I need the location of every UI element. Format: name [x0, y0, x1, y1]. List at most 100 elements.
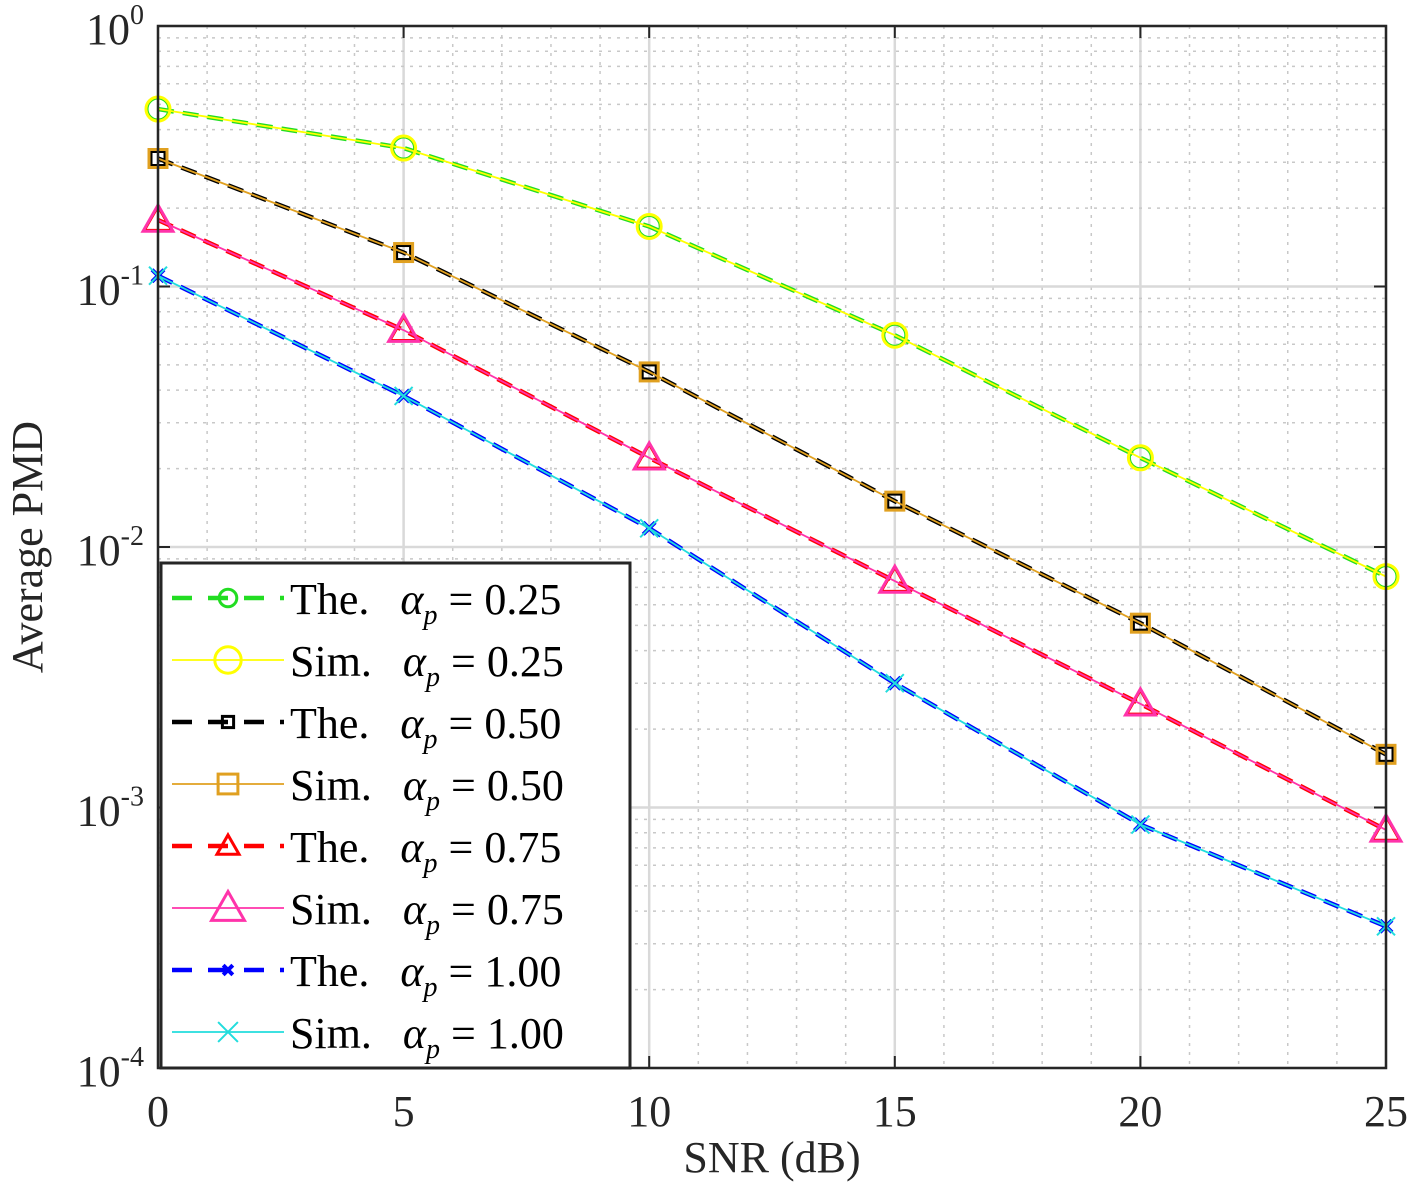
- legend-label-type: The.: [290, 699, 380, 748]
- y-tick-label: 10-2: [77, 521, 144, 575]
- legend-marker-sample: [221, 963, 235, 977]
- legend-label: The. αp = 0.50: [290, 699, 561, 755]
- data-point: [886, 492, 904, 510]
- y-axis-label: Average PMD: [3, 421, 52, 673]
- y-tick-exponent: -3: [121, 782, 144, 813]
- data-point: [1130, 814, 1151, 835]
- data-point: [1122, 685, 1158, 717]
- data-point: [635, 212, 663, 240]
- data-point: [1129, 612, 1151, 634]
- legend-entry: Sim. αp = 1.00: [172, 1009, 564, 1065]
- legend-marker-sample: [220, 714, 236, 730]
- legend-label-value: = 1.00: [438, 947, 562, 996]
- legend-label-value: = 0.50: [438, 699, 562, 748]
- legend-label-value: = 0.25: [438, 575, 562, 624]
- legend-label: Sim. αp = 0.75: [290, 885, 564, 941]
- y-tick-exponent: -4: [121, 1042, 144, 1073]
- data-point: [885, 673, 905, 693]
- series-line: [157, 108, 1387, 578]
- legend-label-symbol: α: [403, 885, 427, 934]
- legend-entry: Sim. αp = 0.50: [172, 761, 564, 817]
- y-tick-exponent: -2: [121, 521, 144, 552]
- legend-label-type: Sim.: [290, 761, 383, 810]
- legend-label-symbol: α: [400, 947, 424, 996]
- legend-label: The. αp = 1.00: [290, 947, 561, 1003]
- legend-entry: The. αp = 0.50: [172, 699, 561, 755]
- series-line: [157, 219, 1387, 831]
- legend-label-symbol: α: [400, 823, 424, 872]
- legend-marker-sample: [213, 645, 243, 675]
- grid: [156, 24, 1388, 1070]
- legend-marker-sample: [217, 587, 239, 609]
- x-tick-label: 5: [393, 1087, 415, 1136]
- legend-label-type: Sim.: [290, 885, 383, 934]
- legend-label-symbol: α: [403, 637, 427, 686]
- data-point: [395, 244, 413, 262]
- data-point: [386, 312, 422, 343]
- legend-label: The. αp = 0.25: [290, 575, 561, 631]
- legend-label: Sim. αp = 0.25: [290, 637, 564, 693]
- legend-label-type: The.: [290, 575, 380, 624]
- data-point: [1126, 444, 1154, 472]
- legend-label-subscript: p: [422, 600, 438, 631]
- legend-label-subscript: p: [424, 1034, 440, 1065]
- legend-marker-sample: [214, 831, 242, 856]
- legend-label: Sim. αp = 1.00: [290, 1009, 564, 1065]
- y-tick-exponent: 0: [130, 0, 144, 31]
- legend-entry: The. αp = 0.25: [172, 575, 561, 631]
- series-simulation-alpha-0.50: [147, 148, 1397, 765]
- legend-label-subscript: p: [422, 972, 438, 1003]
- x-axis-label: SNR (dB): [683, 1133, 860, 1182]
- y-tick-exponent: -1: [121, 261, 144, 292]
- legend-entry: Sim. αp = 0.75: [172, 885, 564, 941]
- data-point: [631, 439, 667, 471]
- data-point: [639, 518, 659, 538]
- legend-label-symbol: α: [403, 761, 427, 810]
- legend-entry: Sim. αp = 0.25: [172, 637, 564, 693]
- series-line: [157, 274, 1387, 928]
- legend-label-value: = 0.75: [440, 885, 564, 934]
- legend-entry: The. αp = 1.00: [172, 947, 561, 1003]
- legend-label: Sim. αp = 0.50: [290, 761, 564, 817]
- legend-entry: The. αp = 0.75: [172, 823, 561, 879]
- legend-label-type: The.: [290, 823, 380, 872]
- legend-label-symbol: α: [400, 575, 424, 624]
- x-tick-label: 15: [873, 1087, 917, 1136]
- legend-label-subscript: p: [424, 662, 440, 693]
- legend-box: [159, 561, 632, 1070]
- x-tick-label: 10: [627, 1087, 671, 1136]
- legend-label-value: = 0.75: [438, 823, 562, 872]
- data-point: [1131, 614, 1149, 632]
- x-tick-label: 20: [1118, 1087, 1162, 1136]
- legend-label-subscript: p: [424, 910, 440, 941]
- legend-label-subscript: p: [422, 848, 438, 879]
- data-point: [881, 321, 909, 349]
- legend-marker-sample: [217, 1021, 239, 1043]
- legend-label-value: = 1.00: [440, 1009, 564, 1058]
- data-point: [884, 490, 906, 512]
- legend-label: The. αp = 0.75: [290, 823, 561, 879]
- legend-label-value: = 0.25: [440, 637, 564, 686]
- data-point: [390, 134, 418, 162]
- data-point: [393, 242, 415, 264]
- x-tick-label: 25: [1364, 1087, 1408, 1136]
- legend-label-type: The.: [290, 947, 380, 996]
- data-point: [640, 363, 658, 381]
- legend-label-type: Sim.: [290, 1009, 383, 1058]
- legend-marker-sample: [208, 888, 248, 922]
- x-tick-label: 0: [147, 1087, 169, 1136]
- legend-label-symbol: α: [400, 699, 424, 748]
- legend-label-subscript: p: [424, 786, 440, 817]
- series-simulation-alpha-0.25: [144, 95, 1400, 591]
- legend-label-value: = 0.50: [440, 761, 564, 810]
- series-line: [157, 157, 1387, 756]
- legend-label-subscript: p: [422, 724, 438, 755]
- data-point: [638, 361, 660, 383]
- legend-marker-sample: [216, 772, 240, 796]
- data-point: [877, 563, 913, 594]
- legend-label-type: Sim.: [290, 637, 383, 686]
- series-layer: [140, 95, 1404, 936]
- data-point: [393, 386, 414, 406]
